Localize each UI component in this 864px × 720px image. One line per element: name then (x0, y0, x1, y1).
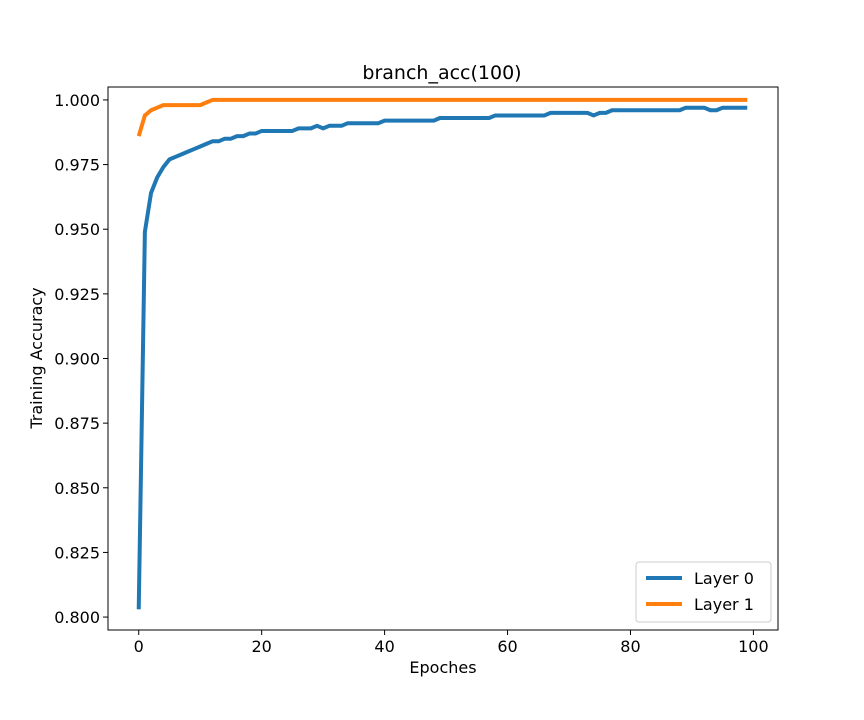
y-tick-label: 1.000 (54, 91, 100, 110)
x-tick-label: 40 (374, 637, 394, 656)
y-tick-label: 0.950 (54, 220, 100, 239)
y-tick-label: 0.800 (54, 608, 100, 627)
y-axis-label: Training Accuracy (27, 287, 46, 429)
y-tick-label: 0.875 (54, 414, 100, 433)
series-layer (136, 97, 748, 610)
y-tick-label: 0.850 (54, 479, 100, 498)
chart-title: branch_acc(100) (362, 62, 521, 84)
y-tick-label: 0.825 (54, 543, 100, 562)
series-line-layer-1 (136, 97, 748, 137)
y-tick-label: 0.900 (54, 350, 100, 369)
y-tick-label: 0.925 (54, 285, 100, 304)
plot-frame (107, 86, 779, 631)
legend: Layer 0 Layer 1 (635, 561, 772, 623)
x-tick-label: 0 (134, 637, 144, 656)
x-tick-label: 100 (738, 637, 769, 656)
x-tick-label: 80 (620, 637, 640, 656)
legend-label-layer-0: Layer 0 (694, 569, 754, 588)
x-axis-label: Epoches (409, 658, 476, 677)
legend-label-layer-1: Layer 1 (694, 595, 754, 614)
ticks-layer: 0 20 40 60 80 100 0.800 0.825 0.850 0.875 0.900 0.9… (54, 91, 768, 656)
y-tick-label: 0.975 (54, 156, 100, 175)
x-tick-label: 60 (497, 637, 517, 656)
x-tick-label: 20 (251, 637, 271, 656)
series-line-layer-0 (136, 105, 748, 610)
